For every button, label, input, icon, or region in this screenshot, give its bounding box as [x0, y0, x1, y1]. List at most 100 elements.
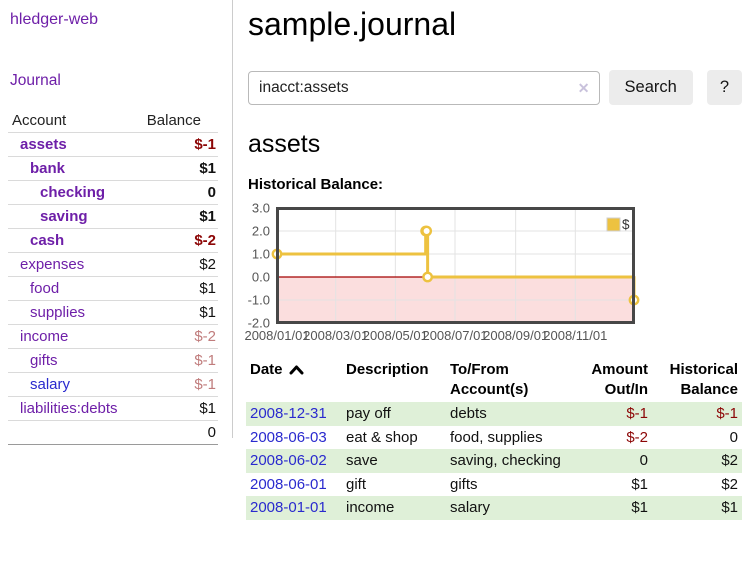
register-description-cell: income — [346, 499, 395, 516]
account-balance: $2 — [199, 256, 216, 273]
accounts-header-account: Account — [12, 112, 67, 129]
account-cell: salary — [8, 373, 147, 397]
account-row: gifts $-1 — [8, 348, 218, 373]
register-balance-cell: 0 — [729, 428, 738, 446]
page-title: sample.journal — [248, 6, 457, 42]
register-accounts-cell: gifts — [450, 475, 478, 493]
accounts-total-spacer — [8, 421, 147, 445]
account-row: saving $1 — [8, 204, 218, 229]
app-title-link[interactable]: hledger-web — [10, 11, 99, 28]
account-link[interactable]: supplies — [30, 304, 86, 321]
y-axis-tick-label: 2.0 — [252, 224, 270, 239]
chart-title: Historical Balance: — [248, 176, 384, 193]
account-balance: $1 — [199, 400, 216, 417]
x-axis-tick-label: 2008/09/01 — [483, 328, 548, 343]
register-accounts-cell: food, supplies — [450, 428, 543, 446]
account-balance: 0 — [207, 184, 216, 201]
x-axis-tick-label: 2008/07/01 — [422, 328, 487, 343]
account-link[interactable]: assets — [20, 136, 67, 153]
account-cell: checking — [8, 181, 147, 205]
register-header-accounts: To/From Account(s) — [450, 361, 529, 398]
register-table: Date Description To/From Account(s) Amou… — [246, 358, 742, 520]
sidebar: hledger-web Journal Account Balance asse… — [0, 0, 232, 445]
help-button[interactable]: ? — [706, 70, 742, 105]
account-link[interactable]: bank — [30, 160, 66, 177]
search-input[interactable] — [248, 70, 600, 105]
legend-swatch — [606, 217, 621, 232]
register-accounts-cell: saving, checking — [450, 452, 561, 469]
register-row: 2008-06-01 gift gifts $1 $2 — [246, 473, 742, 497]
y-axis-tick-label: -2.0 — [248, 316, 270, 331]
register-description-cell: save — [346, 452, 378, 469]
legend-label: $ — [622, 217, 630, 232]
x-axis-tick-label: 2008/05/01 — [363, 328, 428, 343]
register-date-cell: 2008-06-02 — [246, 449, 342, 473]
register-description-cell: eat & shop — [346, 428, 418, 446]
register-header-description: Description — [346, 361, 429, 378]
account-balance: $-2 — [194, 232, 216, 249]
account-balance: $1 — [199, 280, 216, 297]
register-amount-cell: $-1 — [626, 405, 648, 422]
register-row: 2008-06-03 eat & shop food, supplies $-2 0 — [246, 426, 742, 450]
register-balance-cell: $2 — [721, 452, 738, 469]
transaction-date-link[interactable]: 2008-01-01 — [250, 499, 327, 516]
account-cell: gifts — [8, 349, 147, 373]
search-form: ✕ Search ? — [248, 70, 742, 105]
account-balance: $-1 — [194, 352, 216, 369]
register-date-cell: 2008-01-01 — [246, 496, 342, 520]
account-link[interactable]: checking — [40, 184, 106, 201]
register-date-cell: 2008-06-01 — [246, 473, 342, 497]
account-link[interactable]: cash — [30, 232, 65, 249]
register-amount-cell: $-2 — [626, 428, 648, 446]
register-row: 2008-01-01 income salary $1 $1 — [246, 496, 742, 520]
account-link[interactable]: expenses — [20, 256, 85, 273]
clear-search-icon[interactable]: ✕ — [577, 79, 590, 96]
register-amount-cell: $1 — [631, 475, 648, 493]
transaction-date-link[interactable]: 2008-06-03 — [250, 428, 327, 446]
search-button[interactable]: Search — [608, 70, 693, 105]
account-link[interactable]: income — [20, 328, 69, 345]
account-balance: $1 — [199, 160, 216, 177]
account-cell: liabilities:debts — [8, 397, 147, 421]
x-axis-tick-label: 2008/03/01 — [303, 328, 368, 343]
x-axis-tick-label: 2008/11/01 — [543, 328, 607, 343]
y-axis-tick-label: 0.0 — [252, 270, 270, 285]
register-date-cell: 2008-06-03 — [246, 426, 342, 450]
register-row: 2008-12-31 pay off debts $-1 $-1 — [246, 402, 742, 426]
register-accounts-cell: debts — [450, 405, 487, 422]
y-axis-tick-label: 3.0 — [252, 201, 270, 216]
account-link[interactable]: food — [30, 280, 60, 297]
account-row: cash $-2 — [8, 228, 218, 253]
register-amount-cell: $1 — [631, 499, 648, 516]
account-link[interactable]: saving — [40, 208, 88, 225]
transaction-date-link[interactable]: 2008-06-02 — [250, 452, 327, 469]
transaction-date-link[interactable]: 2008-12-31 — [250, 405, 327, 422]
transaction-date-link[interactable]: 2008-06-01 — [250, 475, 327, 493]
account-cell: assets — [8, 133, 147, 157]
account-row: salary $-1 — [8, 372, 218, 397]
sidebar-item-journal[interactable]: Journal — [10, 72, 61, 89]
accounts-header-balance: Balance — [146, 112, 201, 129]
register-header-row: Date Description To/From Account(s) Amou… — [246, 358, 742, 402]
register-header-date[interactable]: Date — [246, 358, 342, 402]
register-description-cell: pay off — [346, 405, 391, 422]
account-row: income $-2 — [8, 324, 218, 349]
sidebar-divider — [232, 0, 233, 438]
accounts-total-value: 0 — [207, 424, 216, 441]
account-link[interactable]: gifts — [30, 352, 58, 369]
account-cell: cash — [8, 229, 147, 253]
account-row: bank $1 — [8, 156, 218, 181]
account-cell: food — [8, 277, 147, 301]
register-header-balance: Historical Balance — [669, 361, 738, 398]
account-row: liabilities:debts $1 — [8, 396, 218, 421]
account-row: assets $-1 — [8, 132, 218, 157]
sort-ascending-icon — [289, 365, 304, 375]
account-link[interactable]: liabilities:debts — [20, 400, 118, 417]
register-accounts-cell: salary — [450, 499, 491, 516]
search-box: ✕ — [248, 70, 600, 105]
accounts-total-row: 0 — [8, 420, 218, 445]
register-header-date-label: Date — [250, 361, 283, 378]
account-cell: saving — [8, 205, 147, 229]
account-link[interactable]: salary — [30, 376, 71, 393]
